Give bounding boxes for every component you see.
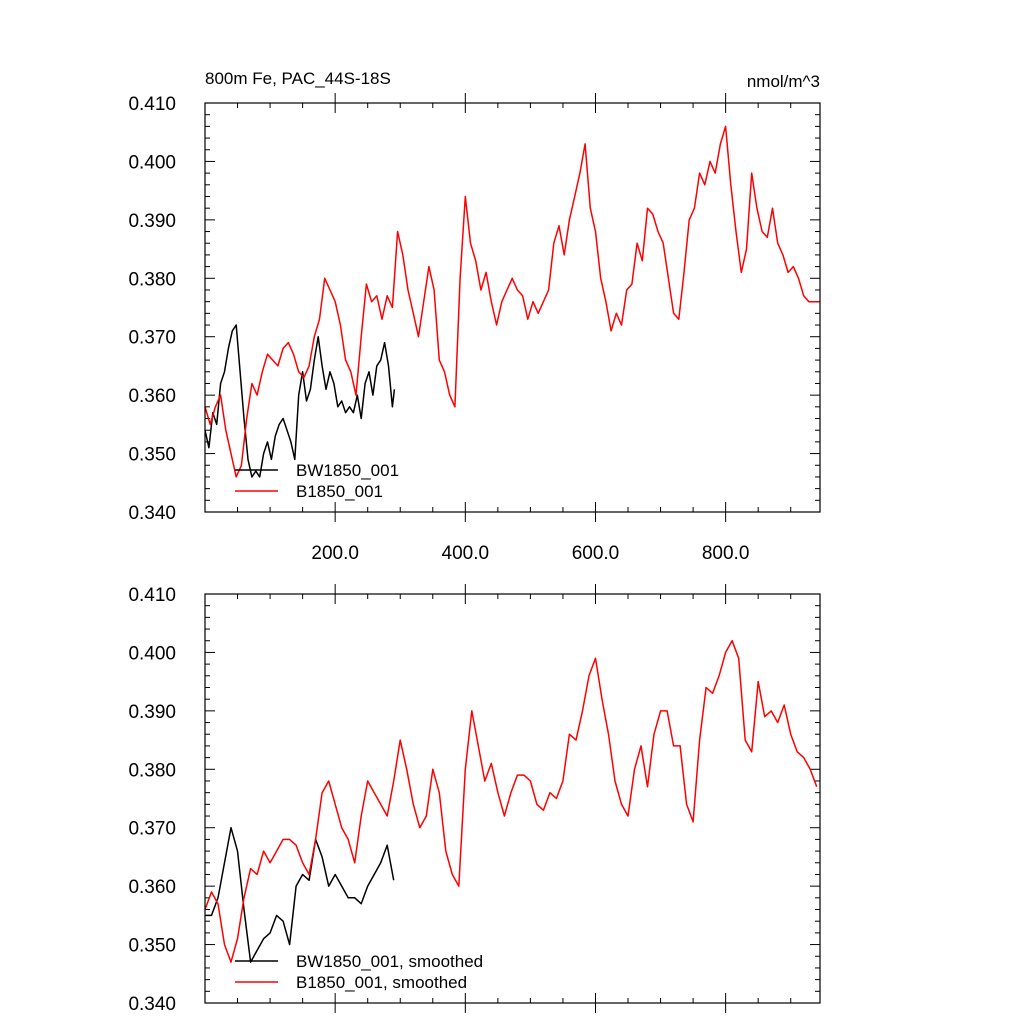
units-label: nmol/m^3 xyxy=(747,72,820,91)
series-line xyxy=(204,125,820,478)
y-tick-label: 0.390 xyxy=(128,702,176,723)
y-tick-label: 0.350 xyxy=(128,936,176,957)
bottom-panel: 0.340 0.350 0.360 0.370 0.380 0.390 0.400 0.410… xyxy=(128,584,821,1015)
x-tick-label: 800.0 xyxy=(702,543,750,564)
y-tick-label: 0.380 xyxy=(128,269,176,290)
plot-frame xyxy=(204,593,821,1004)
y-tick-label: 0.340 xyxy=(128,503,176,524)
series-line xyxy=(204,639,818,963)
x-tick-label: 200.0 xyxy=(311,543,359,564)
x-tick-label: 400.0 xyxy=(442,543,490,564)
y-tick-label: 0.390 xyxy=(128,211,176,232)
y-tick-label: 0.400 xyxy=(128,643,176,664)
x-tick-label: 600.0 xyxy=(572,543,620,564)
y-tick-label: 0.410 xyxy=(128,94,176,115)
y-tick-label: 0.370 xyxy=(128,328,176,349)
y-tick-label: 0.350 xyxy=(128,445,176,466)
y-tick-label: 0.400 xyxy=(128,152,176,173)
top-panel: 0.340 0.350 0.360 0.370 0.380 0.390 0.400 0.410… xyxy=(128,93,821,564)
legend-label: B1850_001, smoothed xyxy=(296,973,467,992)
legend-label: B1850_001 xyxy=(296,482,383,501)
series-line xyxy=(205,826,395,963)
y-tick-label: 0.410 xyxy=(128,585,176,606)
legend-label: BW1850_001 xyxy=(296,461,399,480)
y-tick-label: 0.340 xyxy=(128,994,176,1015)
legend-label: BW1850_001, smoothed xyxy=(296,952,483,971)
plot-frame xyxy=(204,102,821,513)
y-tick-label: 0.360 xyxy=(128,877,176,898)
y-tick-label: 0.380 xyxy=(128,760,176,781)
y-tick-label: 0.370 xyxy=(128,819,176,840)
y-tick-label: 0.360 xyxy=(128,386,176,407)
series-line xyxy=(204,324,396,478)
chart-title: 800m Fe, PAC_44S-18S xyxy=(205,69,391,88)
